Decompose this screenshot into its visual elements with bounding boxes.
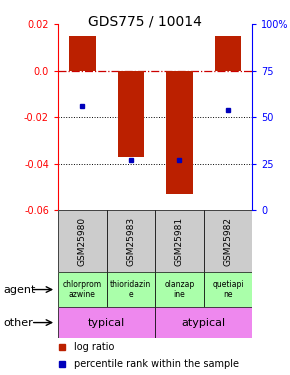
Bar — [155, 307, 252, 338]
Bar — [155, 210, 204, 272]
Text: chlorprom
azwine: chlorprom azwine — [63, 280, 102, 299]
Text: GSM25981: GSM25981 — [175, 216, 184, 266]
Bar — [58, 272, 106, 307]
Bar — [204, 272, 252, 307]
Bar — [166, 71, 193, 194]
Text: GSM25980: GSM25980 — [78, 216, 87, 266]
Text: GSM25983: GSM25983 — [126, 216, 135, 266]
Bar — [215, 36, 241, 71]
Bar — [155, 272, 204, 307]
Text: quetiapi
ne: quetiapi ne — [212, 280, 244, 299]
Text: log ratio: log ratio — [74, 342, 114, 352]
Bar — [117, 71, 144, 157]
Bar — [58, 307, 155, 338]
Text: thioridazin
e: thioridazin e — [110, 280, 151, 299]
Text: other: other — [3, 318, 33, 328]
Bar — [69, 36, 96, 71]
Text: typical: typical — [88, 318, 125, 328]
Text: atypical: atypical — [182, 318, 226, 328]
Text: percentile rank within the sample: percentile rank within the sample — [74, 359, 239, 369]
Text: GSM25982: GSM25982 — [224, 216, 233, 266]
Text: GDS775 / 10014: GDS775 / 10014 — [88, 14, 202, 28]
Bar — [106, 210, 155, 272]
Text: olanzap
ine: olanzap ine — [164, 280, 195, 299]
Bar — [204, 210, 252, 272]
Bar — [106, 272, 155, 307]
Bar — [58, 210, 106, 272]
Text: agent: agent — [3, 285, 36, 294]
